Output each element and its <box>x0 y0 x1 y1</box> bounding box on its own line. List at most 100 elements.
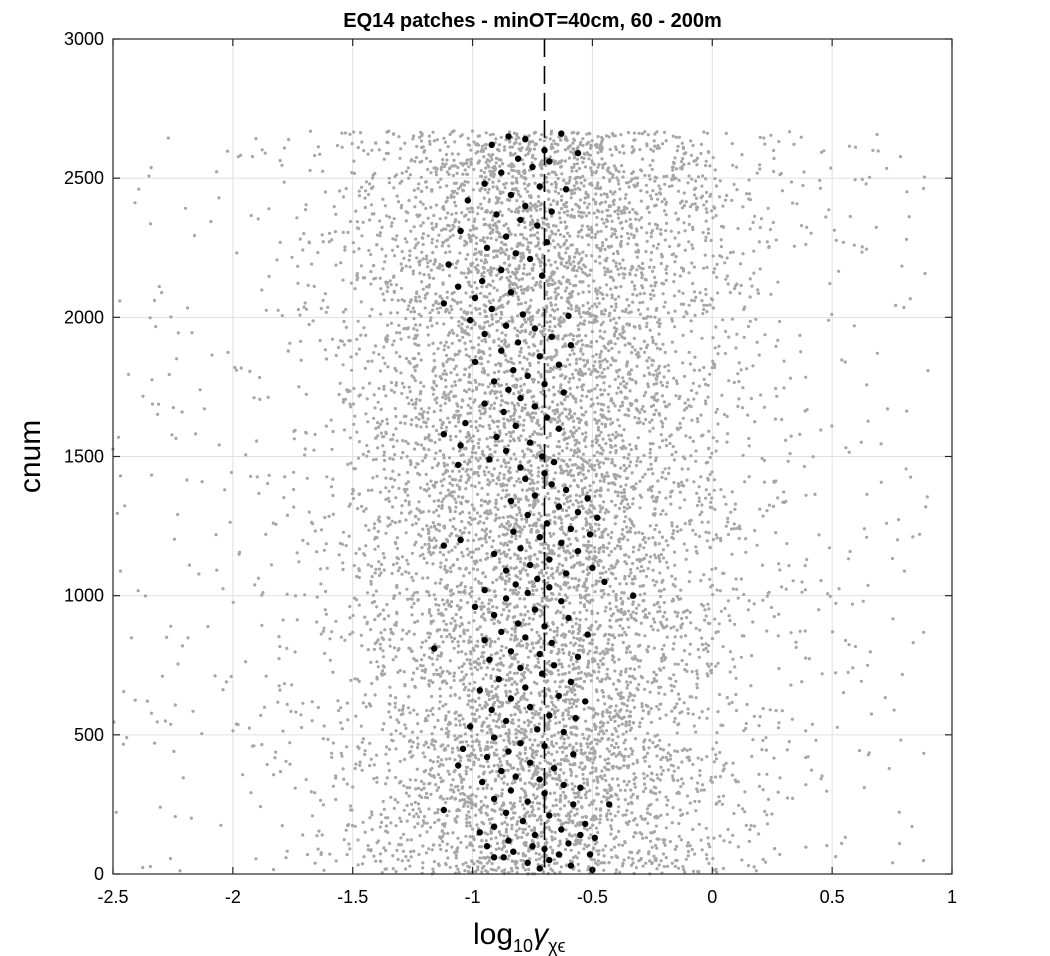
all-point <box>363 752 367 757</box>
all-point <box>520 146 524 150</box>
all-point <box>422 821 426 825</box>
all-point <box>407 335 411 339</box>
all-point <box>487 765 491 769</box>
all-point <box>468 658 472 662</box>
all-point <box>729 527 734 531</box>
all-point <box>458 740 462 744</box>
all-point <box>407 198 411 203</box>
all-point <box>706 707 710 711</box>
all-point <box>589 525 594 529</box>
all-point <box>647 536 651 541</box>
all-point <box>425 524 429 528</box>
all-point <box>637 548 641 552</box>
all-point <box>695 672 699 676</box>
all-point <box>618 262 622 266</box>
all-point <box>504 432 508 436</box>
all-point <box>628 272 632 277</box>
all-point <box>501 677 505 681</box>
all-point <box>663 625 667 630</box>
all-point <box>444 385 448 389</box>
all-point <box>663 610 667 615</box>
all-point <box>643 613 648 617</box>
all-point <box>557 323 561 327</box>
all-point <box>438 674 443 678</box>
all-point <box>412 632 416 636</box>
all-point <box>433 811 437 815</box>
all-point <box>676 189 681 193</box>
all-point <box>429 614 433 618</box>
all-point <box>516 436 521 440</box>
all-point <box>621 627 625 631</box>
all-point <box>844 446 848 450</box>
all-point <box>427 283 431 287</box>
all-point <box>464 685 468 689</box>
all-point <box>482 170 486 175</box>
all-point <box>457 719 462 723</box>
all-point <box>379 631 383 635</box>
all-point <box>603 652 607 656</box>
all-point <box>708 845 712 849</box>
all-point <box>552 544 556 548</box>
all-point <box>305 476 309 480</box>
all-point <box>389 627 393 632</box>
all-point <box>701 231 705 235</box>
all-point <box>206 624 210 629</box>
all-point <box>613 377 617 382</box>
all-point <box>417 786 421 790</box>
all-point <box>488 480 492 484</box>
all-point <box>651 288 655 293</box>
all-point <box>536 474 540 478</box>
all-point <box>573 784 577 788</box>
all-point <box>546 491 550 496</box>
all-point <box>465 500 469 504</box>
all-point <box>646 133 650 137</box>
all-point <box>531 226 535 230</box>
all-point <box>509 165 513 169</box>
all-point <box>629 368 634 372</box>
all-point <box>526 447 530 451</box>
all-point <box>370 681 374 686</box>
all-point <box>755 171 759 175</box>
all-point <box>515 644 519 648</box>
all-point <box>415 343 419 347</box>
all-point <box>463 331 467 335</box>
all-point <box>404 726 408 731</box>
all-point <box>761 738 765 743</box>
all-point <box>361 220 365 224</box>
all-point <box>715 588 719 592</box>
all-point <box>471 434 476 438</box>
all-point <box>420 640 425 645</box>
all-point <box>334 353 338 358</box>
all-point <box>694 196 699 200</box>
all-point <box>579 406 584 410</box>
all-point <box>340 727 344 731</box>
all-point <box>545 661 549 665</box>
all-point <box>558 807 563 811</box>
all-point <box>406 326 410 330</box>
all-point <box>472 227 476 231</box>
all-point <box>615 369 619 373</box>
all-point <box>532 756 536 760</box>
all-point <box>565 544 570 548</box>
all-point <box>507 609 511 613</box>
all-point <box>412 447 417 451</box>
all-point <box>371 176 375 180</box>
all-point <box>609 439 613 443</box>
all-point <box>483 529 487 533</box>
all-point <box>545 436 549 440</box>
all-point <box>747 444 751 448</box>
all-point <box>627 304 631 308</box>
all-point <box>550 567 554 571</box>
all-point <box>742 729 746 733</box>
all-point <box>274 522 278 526</box>
all-point <box>624 466 629 470</box>
all-point <box>370 575 374 579</box>
all-point <box>424 206 428 211</box>
all-point <box>618 187 622 191</box>
all-point <box>516 314 520 318</box>
all-point <box>602 868 606 872</box>
all-point <box>804 845 808 849</box>
all-point <box>511 740 515 744</box>
all-point <box>364 507 368 511</box>
all-point <box>536 657 540 661</box>
